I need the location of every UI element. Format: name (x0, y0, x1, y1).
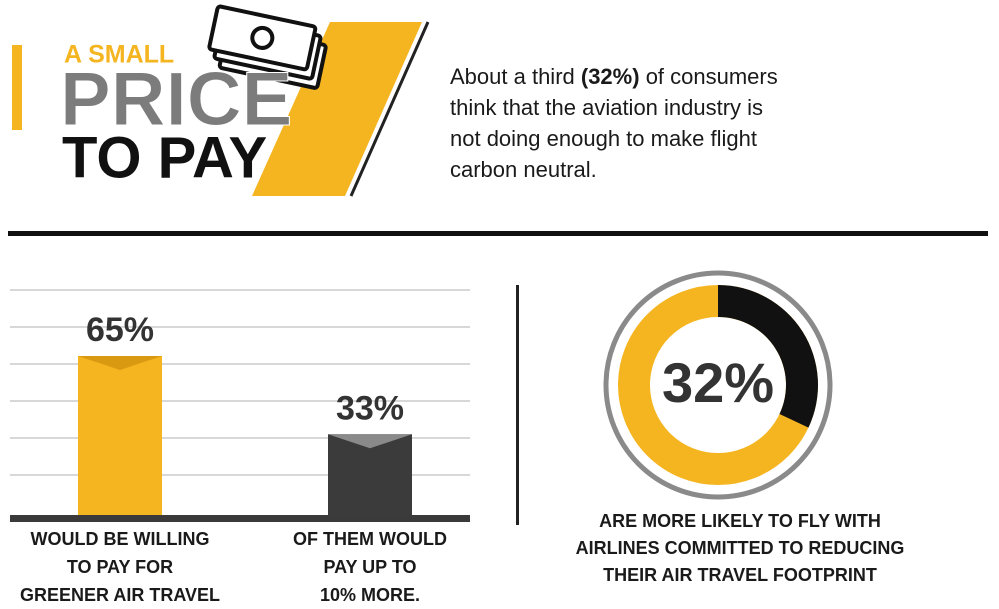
headline: PRICE (60, 57, 292, 142)
value-label: 65% (86, 311, 154, 349)
accent-line (349, 21, 430, 197)
baseline (10, 515, 470, 522)
statement-text: of consumers (646, 64, 778, 89)
divider (516, 285, 519, 525)
statement-lead: About a third (450, 64, 575, 89)
kicker: A SMALL (64, 41, 174, 69)
category-label: TO PAY FOR (67, 557, 173, 577)
value-label: 33% (336, 389, 404, 427)
donut-frame (603, 270, 833, 500)
bar (78, 356, 162, 515)
caption: ARE MORE LIKELY TO FLY WITH (599, 511, 881, 531)
bar-notch (78, 356, 162, 370)
subhead: TO PAY (62, 125, 267, 190)
statement-line: carbon neutral. (450, 157, 597, 182)
caption: THEIR AIR TRAVEL FOOTPRINT (603, 565, 877, 585)
accent-bar (12, 45, 22, 130)
donut-segment (718, 285, 818, 428)
caption: AIRLINES COMMITTED TO REDUCING (576, 538, 905, 558)
statement-highlight: (32%) (581, 64, 640, 89)
category-label: 10% MORE. (320, 585, 420, 605)
divider (8, 231, 988, 236)
statement-line: About a third (32%) of consumers (450, 64, 778, 89)
value-label: 32% (662, 351, 774, 414)
category-label: PAY UP TO (323, 557, 416, 577)
statement-line: think that the aviation industry is (450, 95, 763, 120)
category-label: OF THEM WOULD (293, 529, 447, 549)
category-label: WOULD BE WILLING (31, 529, 210, 549)
money-icon (207, 4, 328, 90)
category-label: GREENER AIR TRAVEL (20, 585, 220, 605)
accent-stripe (252, 22, 422, 196)
bar-notch (328, 434, 412, 449)
statement-line: not doing enough to make flight (450, 126, 757, 151)
